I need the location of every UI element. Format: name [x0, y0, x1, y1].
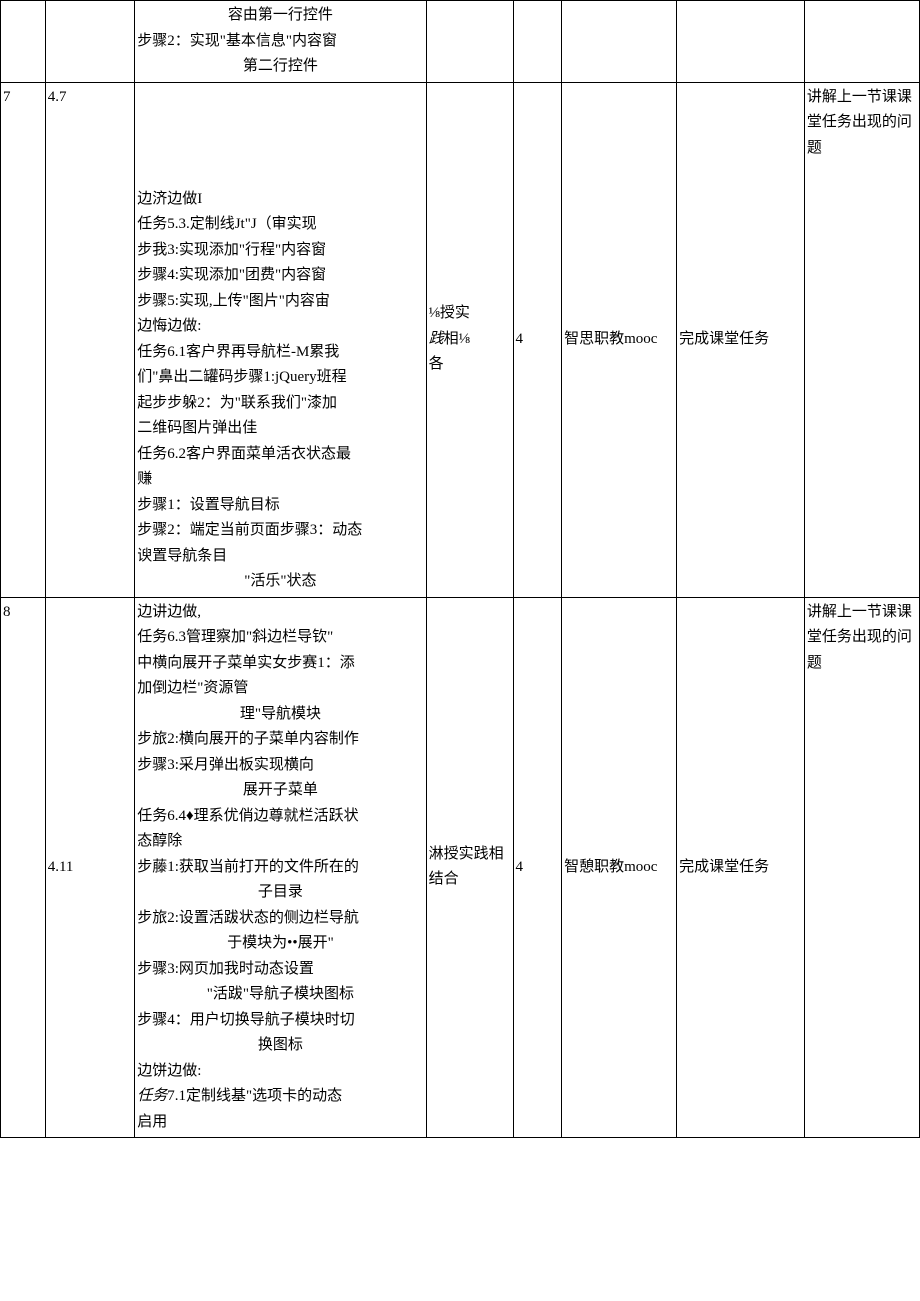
spacer-line	[137, 110, 423, 136]
content-line: 步我3:实现添加"行程"内容窗	[137, 238, 423, 264]
content-line: 步骤1：设置导航目标	[137, 493, 423, 519]
cell-notes: 讲解上一节课课堂任务出现的问题	[804, 82, 919, 597]
content-line: 赚	[137, 467, 423, 493]
table-row: 容由第一行控件步骤2：实现"基本信息"内容窗第二行控件	[1, 1, 920, 83]
content-line: 步骤4:实现添加"团费"内容窗	[137, 263, 423, 289]
cell-task: 完成课堂任务	[677, 597, 805, 1138]
cell-notes: 讲解上一节课课堂任务出现的问题	[804, 597, 919, 1138]
content-spacer	[137, 85, 423, 187]
content-line: 二维码图片弹出佳	[137, 416, 423, 442]
cell-content: 容由第一行控件步骤2：实现"基本信息"内容窗第二行控件	[135, 1, 426, 83]
spacer-line	[137, 85, 423, 111]
content-line: 换图标	[137, 1033, 423, 1059]
content-line: 边济边做I	[137, 187, 423, 213]
method-line: 各	[429, 352, 511, 378]
cell-seq: 8	[1, 597, 46, 1138]
schedule-table: 容由第一行控件步骤2：实现"基本信息"内容窗第二行控件 7 4.7 边济边做I任…	[0, 0, 920, 1138]
content-line: 任务6.3管理察加"斜边栏导钦"	[137, 625, 423, 651]
content-line: 任务6.4♦理系优俏边尊就栏活跃状	[137, 804, 423, 830]
content-line: 子目录	[137, 880, 423, 906]
cell-date	[45, 1, 134, 83]
content-line: 中横向展开子菜单实女步赛1：添	[137, 651, 423, 677]
cell-method	[426, 1, 513, 83]
cell-method: ⅛授实践相⅛各	[426, 82, 513, 597]
cell-task: 完成课堂任务	[677, 82, 805, 597]
content-line: 理"导航模块	[137, 702, 423, 728]
cell-platform	[562, 1, 677, 83]
content-line: 于模块为••展开"	[137, 931, 423, 957]
content-line: 起步步躲2：为"联系我们"漆加	[137, 391, 423, 417]
content-line: 任务6.1客户界再导航栏-M累我	[137, 340, 423, 366]
content-line: 步骤3:采月弹出板实现横向	[137, 753, 423, 779]
content-line: 边饼边做:	[137, 1059, 423, 1085]
content-line: 任务5.3.定制线Jt"J（审实现	[137, 212, 423, 238]
content-line: 加倒边栏"资源管	[137, 676, 423, 702]
cell-platform: 智憩职教mooc	[562, 597, 677, 1138]
content-line: 第二行控件	[137, 54, 423, 80]
cell-method: 淋授实践相结合	[426, 597, 513, 1138]
method-line: 践相⅛	[429, 327, 511, 353]
table-row: 8 4.11 边讲边做,任务6.3管理察加"斜边栏导钦"中横向展开子菜单实女步赛…	[1, 597, 920, 1138]
method-line: ⅛授实	[429, 301, 511, 327]
cell-hours	[513, 1, 562, 83]
content-line: 步旅2:设置活跋状态的侧边栏导航	[137, 906, 423, 932]
spacer-line	[137, 161, 423, 187]
content-line: "活跋"导航子模块图标	[137, 982, 423, 1008]
content-line: 态醇除	[137, 829, 423, 855]
content-line: 启用	[137, 1110, 423, 1136]
cell-date: 4.7	[45, 82, 134, 597]
cell-platform: 智思职教mooc	[562, 82, 677, 597]
table-body: 容由第一行控件步骤2：实现"基本信息"内容窗第二行控件 7 4.7 边济边做I任…	[1, 1, 920, 1138]
cell-hours: 4	[513, 82, 562, 597]
content-line: 谀置导航条目	[137, 544, 423, 570]
content-line: "活乐"状态	[137, 569, 423, 595]
content-wrap: 边讲边做,任务6.3管理察加"斜边栏导钦"中横向展开子菜单实女步赛1：添加倒边栏…	[137, 600, 423, 1136]
cell-content: 边济边做I任务5.3.定制线Jt"J（审实现步我3:实现添加"行程"内容窗步骤4…	[135, 82, 426, 597]
content-line: 步骤2：实现"基本信息"内容窗	[137, 29, 423, 55]
content-line: 展开子菜单	[137, 778, 423, 804]
cell-hours: 4	[513, 597, 562, 1138]
content-line: 步骤4：用户切换导航子模块时切	[137, 1008, 423, 1034]
cell-content: 边讲边做,任务6.3管理察加"斜边栏导钦"中横向展开子菜单实女步赛1：添加倒边栏…	[135, 597, 426, 1138]
cell-seq: 7	[1, 82, 46, 597]
table-row: 7 4.7 边济边做I任务5.3.定制线Jt"J（审实现步我3:实现添加"行程"…	[1, 82, 920, 597]
cell-task	[677, 1, 805, 83]
cell-seq	[1, 1, 46, 83]
content-line: 步旅2:横向展开的子菜单内容制作	[137, 727, 423, 753]
content-line: 步骤2：端定当前页面步骤3：动态	[137, 518, 423, 544]
content-wrap: 边济边做I任务5.3.定制线Jt"J（审实现步我3:实现添加"行程"内容窗步骤4…	[137, 187, 423, 595]
content-line: 边悔边做:	[137, 314, 423, 340]
method-text: ⅛授实践相⅛各	[429, 301, 511, 378]
content-line: 容由第一行控件	[137, 3, 423, 29]
content-line: 步骤5:实现,上传"图片"内容宙	[137, 289, 423, 315]
content-line: 任务7.1定制线基"选项卡的动态	[137, 1084, 423, 1110]
content-line: 任务6.2客户界面菜单活衣状态最	[137, 442, 423, 468]
content-wrap: 容由第一行控件步骤2：实现"基本信息"内容窗第二行控件	[137, 3, 423, 80]
cell-date: 4.11	[45, 597, 134, 1138]
content-line: 步骤3:网页加我时动态设置	[137, 957, 423, 983]
spacer-line	[137, 136, 423, 162]
content-line: 边讲边做,	[137, 600, 423, 626]
content-line: 步藤1:获取当前打开的文件所在的	[137, 855, 423, 881]
content-line: 们"鼻出二罐码步骤1:jQuery班程	[137, 365, 423, 391]
cell-notes	[804, 1, 919, 83]
